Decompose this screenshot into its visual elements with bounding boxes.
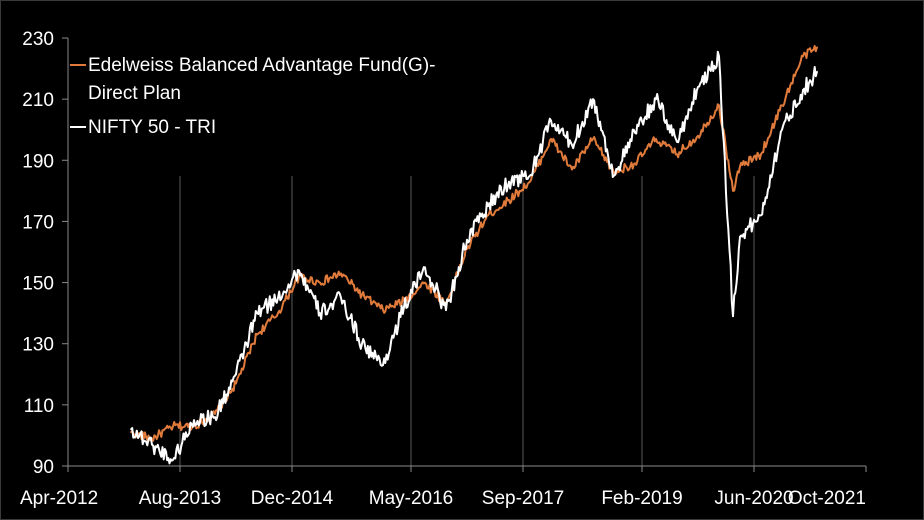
nifty-data-point [151,443,153,446]
y-tick-label: 170 [22,212,54,233]
nifty-data-point [592,98,594,100]
edelweiss-data-point [739,165,741,168]
edelweiss-data-point [319,281,321,284]
x-tick-label: Feb-2019 [601,488,682,509]
x-tick-label: Dec-2014 [251,488,334,509]
x-tick-label: Apr-2012 [20,488,98,509]
y-tick-label: 150 [22,274,54,295]
nifty-data-point [319,312,321,314]
edelweiss-data-point [802,55,804,58]
axis-layer: Apr-2012 Aug-2013 Dec-2014 May-2016 Sep-2017… [20,29,867,509]
nifty-data-point [193,419,195,421]
y-tick-label: 190 [22,151,54,172]
legend: Edelweiss Balanced Advantage Fund(G)- Di… [70,55,435,138]
edelweiss-data-point [550,138,552,140]
nifty-data-point [697,86,699,88]
nifty-data-point [739,235,741,238]
edelweiss-data-point [613,171,615,174]
x-tick-label: Jun-2020 [714,488,793,509]
nifty-data-point [214,416,216,418]
nifty-data-point [361,342,363,345]
nifty-data-point [655,98,657,100]
nifty-data-point [277,297,279,299]
legend-label-nifty: NIFTY 50 - TRI [88,117,216,138]
legend-label-edelweiss-line1: Edelweiss Balanced Advantage Fund(G)- [88,55,435,76]
edelweiss-data-point [816,46,818,48]
series-layer [130,45,818,465]
nifty-data-point [424,266,426,269]
nifty-data-point [382,364,384,366]
edelweiss-data-point [298,275,300,278]
edelweiss-data-point [718,104,720,107]
edelweiss-data-point [676,153,678,155]
edelweiss-data-point [781,104,783,107]
y-tick-label: 90 [33,457,54,478]
edelweiss-data-point [340,272,342,275]
nifty-data-point [508,180,510,183]
nifty-data-point [298,269,300,272]
nifty-data-point [816,70,818,73]
edelweiss-data-point [487,214,489,217]
nifty-data-point [613,174,615,177]
nifty-data-point [760,214,762,217]
nifty-data-point [781,128,783,131]
edelweiss-data-point [592,138,594,140]
nifty-data-point [732,315,734,318]
edelweiss-data-point [571,168,573,171]
edelweiss-data-point [508,199,510,201]
nifty-data-point [718,55,720,58]
edelweiss-data-point [277,312,279,314]
nifty-data-point [466,238,468,241]
edelweiss-data-point [760,153,762,155]
nifty-data-point [634,131,636,134]
y-tick-label: 230 [22,29,54,50]
nifty-data-point [550,119,552,122]
nifty-data-point [256,312,258,314]
edelweiss-data-point [529,180,531,183]
nifty-data-point [172,459,174,461]
series-line-nifty [130,50,818,465]
edelweiss-data-point [634,162,636,165]
nifty-data-point [676,141,678,143]
y-tick-label: 130 [22,335,54,356]
nifty-data-point [802,89,804,91]
nifty-data-point [571,144,573,146]
nifty-data-point [445,309,447,311]
legend-label-edelweiss-line2: Direct Plan [88,83,181,104]
series-line-edelweiss [130,45,818,442]
edelweiss-data-point [172,425,174,428]
edelweiss-data-point [382,309,384,311]
edelweiss-data-point [732,190,734,192]
nifty-data-point [487,205,489,207]
x-tick-label: Sep-2017 [482,488,564,509]
nifty-data-point [235,373,237,376]
x-tick-label: Oct-2021 [788,488,866,509]
edelweiss-data-point [256,333,258,336]
edelweiss-data-point [655,138,657,140]
nifty-data-point [403,306,405,308]
nifty-data-point [529,174,531,177]
edelweiss-data-point [214,413,216,415]
edelweiss-data-point [130,431,132,434]
edelweiss-data-point [361,294,363,296]
x-tick-label: May-2016 [369,488,454,509]
edelweiss-data-point [424,281,426,284]
y-tick-label: 110 [24,396,54,417]
edelweiss-data-point [697,135,699,137]
nifty-data-point [130,428,132,431]
nifty-data-point [340,297,342,299]
x-tick-label: Aug-2013 [139,488,221,509]
grid-layer [179,176,755,466]
y-tick-label: 210 [22,90,54,111]
edelweiss-data-point [235,382,237,385]
